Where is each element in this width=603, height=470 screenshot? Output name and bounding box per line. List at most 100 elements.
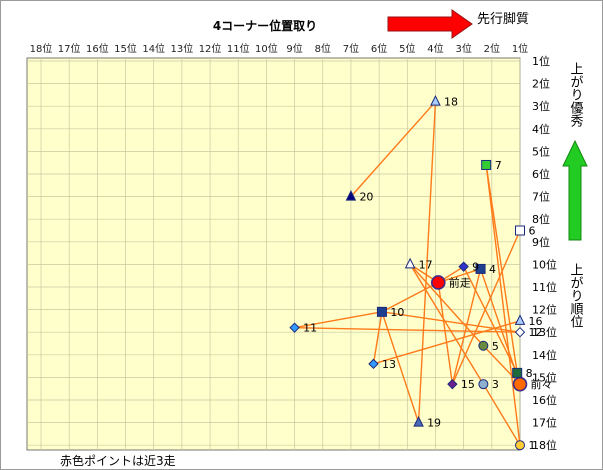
point-label: 18	[444, 96, 458, 109]
point-label: 13	[382, 358, 396, 371]
data-point-19	[413, 415, 424, 427]
y-tick-label: 17位	[532, 416, 557, 430]
grid	[27, 58, 521, 450]
point-label: 3	[492, 378, 499, 391]
x-tick-label: 8位	[315, 42, 331, 55]
data-point-18	[430, 95, 441, 106]
x-tick-label: 2位	[484, 42, 500, 55]
x-tick-label: 10位	[255, 42, 278, 55]
connection-line	[381, 311, 420, 423]
y-tick-label: 4位	[532, 122, 550, 136]
data-point-10	[376, 306, 387, 317]
point-label: 10	[390, 306, 404, 319]
connection-line	[409, 263, 484, 347]
point-label: 5	[492, 340, 499, 353]
y-tick-label: 9位	[532, 235, 550, 249]
y-tick-label: 6位	[532, 167, 550, 181]
y-tick-label: 2位	[532, 77, 550, 91]
y-tick-label: 13位	[532, 325, 557, 339]
y-tick-label: 15位	[532, 370, 557, 384]
connection-line	[350, 101, 436, 198]
y-tick-label: 3位	[532, 99, 550, 113]
y-tick-label: 10位	[532, 257, 557, 271]
y-tick-label: 16位	[532, 393, 557, 407]
point-label: 17	[419, 258, 433, 271]
point-label: 前走	[449, 275, 471, 289]
point-label: 6	[529, 225, 536, 238]
connection-line	[437, 282, 454, 385]
x-tick-label: 14位	[142, 42, 165, 55]
y-tick-label: 18位	[532, 438, 557, 452]
x-tick-label: 15位	[114, 42, 137, 55]
point-label: 9	[472, 261, 479, 274]
green-arrow-icon	[562, 139, 588, 241]
x-tick-label: 9位	[286, 42, 302, 55]
point-label: 1	[529, 439, 536, 452]
connection-line	[451, 268, 482, 385]
point-label: 7	[495, 159, 502, 172]
plot-area	[26, 57, 521, 451]
data-point-11	[289, 322, 300, 333]
x-tick-labels: 18位 17位 16位 15位 14位 13位 12位 11位 10位 9位 8位 7位 6位 5位 4位 3…	[30, 42, 529, 55]
x-tick-label: 1位	[512, 42, 528, 55]
point-label: 12	[529, 326, 543, 339]
data-point-15	[447, 378, 458, 390]
footnote: 赤色ポイントは近3走	[60, 454, 176, 468]
data-point-13	[368, 358, 379, 370]
data-point-12	[514, 326, 526, 338]
point-label: 4	[489, 263, 496, 276]
point-label: 15	[461, 378, 475, 391]
data-point-3	[478, 379, 489, 390]
point-label: 16	[529, 315, 543, 328]
data-point-6	[515, 225, 525, 236]
y-tick-label: 7位	[532, 190, 550, 204]
x-tick-label: 7位	[343, 42, 359, 55]
connection-line	[381, 281, 439, 313]
data-point-7	[481, 159, 492, 170]
x-tick-label: 18位	[30, 42, 53, 55]
x-tick-label: 12位	[199, 42, 222, 55]
y-side-label: 上がり順位	[568, 263, 584, 328]
x-tick-label: 16位	[86, 42, 109, 55]
y-tick-labels: 1位 2位 3位 4位 5位 6位 7位 8位 9位 10位 11位 12位 13位 14位 15位 16位 1…	[532, 54, 557, 452]
y-tick-label: 11位	[532, 280, 557, 294]
point-label: 11	[303, 322, 317, 335]
data-point-8	[512, 367, 523, 378]
connection-line	[373, 320, 521, 365]
data-point-17	[404, 257, 416, 269]
point-label: 前々	[531, 377, 553, 391]
x-tick-label: 6位	[371, 42, 387, 55]
y-tick-label: 14位	[532, 348, 557, 362]
x-tick-label: 11位	[227, 42, 250, 55]
connection-line	[451, 230, 521, 385]
connection-line	[372, 311, 383, 364]
y-tick-label: 12位	[532, 303, 557, 317]
connection-line	[463, 266, 518, 374]
point-label: 8	[526, 367, 533, 380]
x-tick-label: 5位	[399, 42, 415, 55]
data-point-4	[475, 263, 486, 274]
connection-line	[417, 101, 437, 423]
connection-line	[438, 268, 481, 284]
connection-line	[485, 164, 518, 373]
connection-lines	[294, 101, 521, 446]
data-point-前々	[512, 376, 528, 392]
connection-line	[409, 264, 484, 385]
y-arrow-label: 上がり優秀	[568, 62, 584, 128]
data-point-1	[515, 440, 525, 451]
chart-title: 4コーナー位置取り	[213, 18, 317, 33]
connection-line	[381, 311, 521, 333]
point-label: 19	[427, 417, 441, 430]
x-arrow-label: 先行脚質	[477, 11, 529, 27]
data-point-9	[458, 261, 469, 272]
data-point-前走	[430, 275, 446, 290]
red-arrow-icon	[387, 9, 473, 39]
y-tick-label: 8位	[532, 212, 550, 226]
data-point-16	[514, 314, 526, 325]
x-tick-label: 13位	[171, 42, 194, 55]
y-tick-label: 5位	[532, 144, 550, 158]
x-tick-label: 17位	[58, 42, 81, 55]
y-tick-label: 1位	[532, 54, 550, 68]
